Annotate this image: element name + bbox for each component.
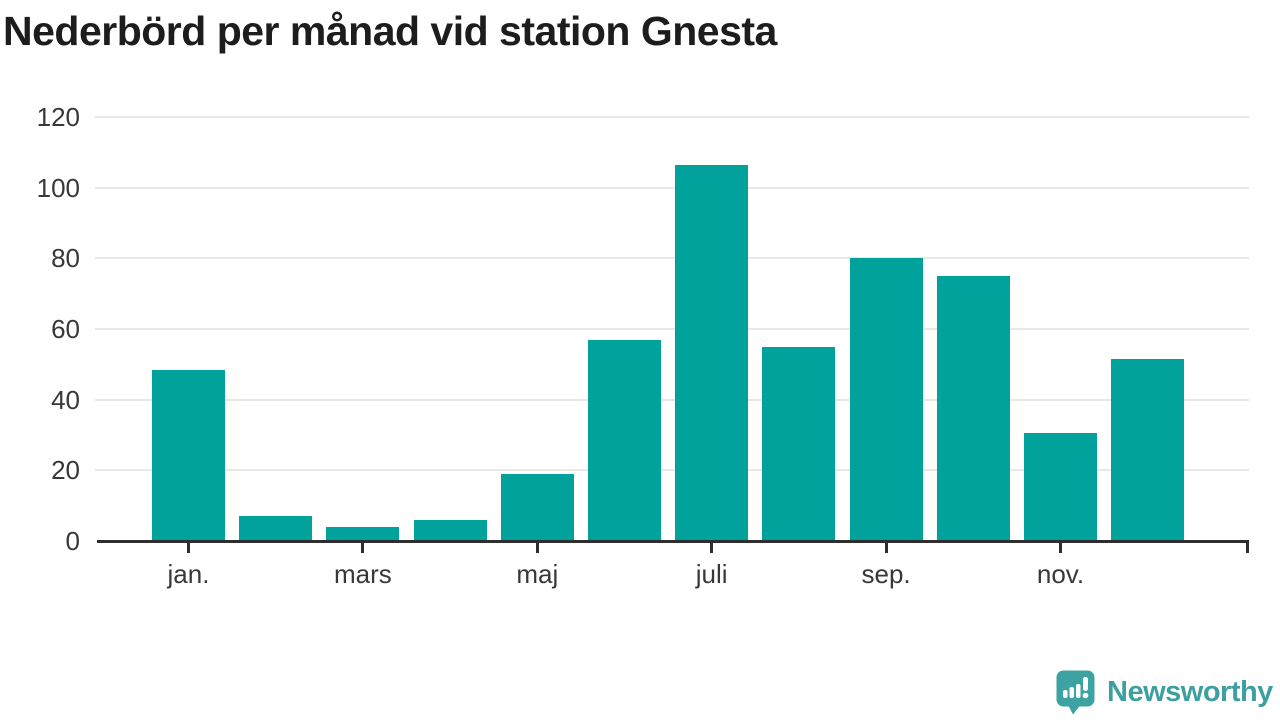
x-tick-mark-juli (710, 542, 714, 553)
y-tick-label-0: 0 (65, 526, 80, 556)
newsworthy-logo: Newsworthy (1056, 670, 1273, 715)
bar-maj (500, 473, 574, 541)
y-tick-label-100: 100 (36, 172, 80, 203)
newsworthy-logo-text: Newsworthy (1107, 676, 1273, 708)
x-tick-mark-mars (361, 542, 365, 553)
x-tick-label-juli: juli (695, 559, 728, 589)
x-tick-mark-nov (1059, 542, 1062, 553)
x-tick-label-nov: nov. (1036, 559, 1085, 589)
bar-feb (239, 516, 313, 541)
gridline-100 (95, 186, 1249, 189)
x-tick-mark-maj (535, 542, 539, 553)
y-tick-label-60: 60 (51, 314, 80, 344)
x-tick-label-jan: jan. (167, 559, 210, 589)
gridline-60 (95, 328, 1249, 330)
y-tick-label-40: 40 (51, 384, 80, 415)
gridline-80 (95, 257, 1249, 260)
y-tick-label-80: 80 (51, 243, 80, 274)
gridline-120 (95, 116, 1249, 118)
gridline-20 (95, 469, 1249, 472)
bar-okt (936, 276, 1010, 541)
x-tick-label-mars: mars (334, 559, 392, 589)
gridline-40 (95, 398, 1249, 401)
bar-aug (762, 346, 836, 541)
bar-apr (413, 519, 487, 541)
x-tick-label-sep: sep. (861, 559, 911, 589)
y-tick-label-20: 20 (51, 455, 80, 486)
x-tick-mark-sep (884, 542, 888, 553)
newsworthy-bubble-chart-icon (1056, 670, 1095, 715)
x-axis-end-tick-mark (1246, 542, 1249, 553)
chart-title: Nederbörd per månad vid station Gnesta (3, 8, 777, 54)
x-tick-label-maj: maj (516, 559, 559, 589)
bar-juli (675, 164, 749, 541)
bar-dec (1111, 359, 1185, 541)
x-axis-line (97, 539, 1249, 543)
bar-mars (326, 526, 400, 541)
bar-sep (849, 258, 923, 541)
bar-jan (152, 369, 225, 541)
y-tick-label-120: 120 (36, 102, 80, 132)
bar-nov (1024, 433, 1097, 541)
bar-juni (588, 339, 661, 541)
x-tick-mark-jan (187, 542, 190, 553)
